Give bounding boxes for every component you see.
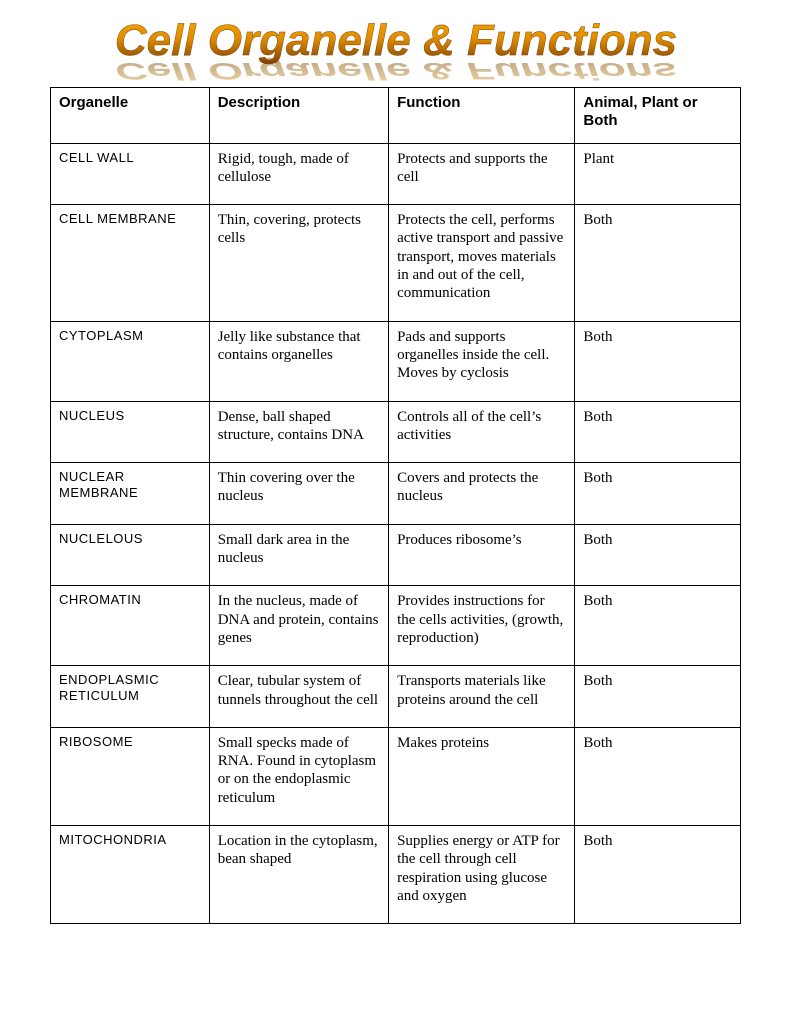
cell-organelle: NUCLEAR MEMBRANE [51,463,210,525]
cell-function: Pads and supports organelles inside the … [389,321,575,401]
col-header-description: Description [209,88,388,144]
table-row: MITOCHONDRIA Location in the cytoplasm, … [51,826,741,924]
cell-where: Both [575,666,741,728]
cell-where: Both [575,401,741,463]
cell-function: Provides instructions for the cells acti… [389,586,575,666]
cell-organelle: CELL MEMBRANE [51,205,210,321]
title-wordart: Cell Organelle & Functions Cell Organell… [50,5,741,87]
table-row: CHROMATIN In the nucleus, made of DNA an… [51,586,741,666]
cell-organelle: CHROMATIN [51,586,210,666]
table-row: ENDOPLASMIC RETICULUM Clear, tubular sys… [51,666,741,728]
cell-function: Supplies energy or ATP for the cell thro… [389,826,575,924]
cell-description: Small dark area in the nucleus [209,524,388,586]
cell-where: Both [575,826,741,924]
cell-description: Thin covering over the nucleus [209,463,388,525]
cell-organelle: MITOCHONDRIA [51,826,210,924]
cell-function: Makes proteins [389,727,575,825]
cell-where: Both [575,321,741,401]
cell-function: Protects the cell, performs active trans… [389,205,575,321]
col-header-where: Animal, Plant or Both [575,88,741,144]
cell-function: Controls all of the cell’s activities [389,401,575,463]
cell-organelle: NUCLEUS [51,401,210,463]
title-main-text: Cell Organelle & Functions [114,16,676,65]
table-row: NUCLEUS Dense, ball shaped structure, co… [51,401,741,463]
table-row: CELL WALL Rigid, tough, made of cellulos… [51,143,741,205]
table-header-row: Organelle Description Function Animal, P… [51,88,741,144]
table-row: RIBOSOME Small specks made of RNA. Found… [51,727,741,825]
col-header-function: Function [389,88,575,144]
cell-where: Both [575,463,741,525]
cell-description: Small specks made of RNA. Found in cytop… [209,727,388,825]
cell-organelle: CYTOPLASM [51,321,210,401]
cell-where: Both [575,524,741,586]
cell-organelle: NUCLELOUS [51,524,210,586]
cell-where: Both [575,205,741,321]
table-body: CELL WALL Rigid, tough, made of cellulos… [51,143,741,924]
cell-function: Covers and protects the nucleus [389,463,575,525]
cell-organelle: ENDOPLASMIC RETICULUM [51,666,210,728]
cell-where: Both [575,727,741,825]
cell-description: Rigid, tough, made of cellulose [209,143,388,205]
organelle-table: Organelle Description Function Animal, P… [50,87,741,924]
table-row: CELL MEMBRANE Thin, covering, protects c… [51,205,741,321]
cell-organelle: RIBOSOME [51,727,210,825]
cell-where: Both [575,586,741,666]
table-row: NUCLEAR MEMBRANE Thin covering over the … [51,463,741,525]
cell-organelle: CELL WALL [51,143,210,205]
cell-description: Location in the cytoplasm, bean shaped [209,826,388,924]
cell-description: Jelly like substance that contains organ… [209,321,388,401]
table-row: CYTOPLASM Jelly like substance that cont… [51,321,741,401]
cell-where: Plant [575,143,741,205]
col-header-organelle: Organelle [51,88,210,144]
title-svg: Cell Organelle & Functions Cell Organell… [96,5,696,95]
cell-function: Protects and supports the cell [389,143,575,205]
cell-description: Thin, covering, protects cells [209,205,388,321]
cell-description: In the nucleus, made of DNA and protein,… [209,586,388,666]
table-row: NUCLELOUS Small dark area in the nucleus… [51,524,741,586]
cell-description: Clear, tubular system of tunnels through… [209,666,388,728]
document-page: Cell Organelle & Functions Cell Organell… [0,0,791,1024]
cell-function: Transports materials like proteins aroun… [389,666,575,728]
cell-function: Produces ribosome’s [389,524,575,586]
cell-description: Dense, ball shaped structure, contains D… [209,401,388,463]
